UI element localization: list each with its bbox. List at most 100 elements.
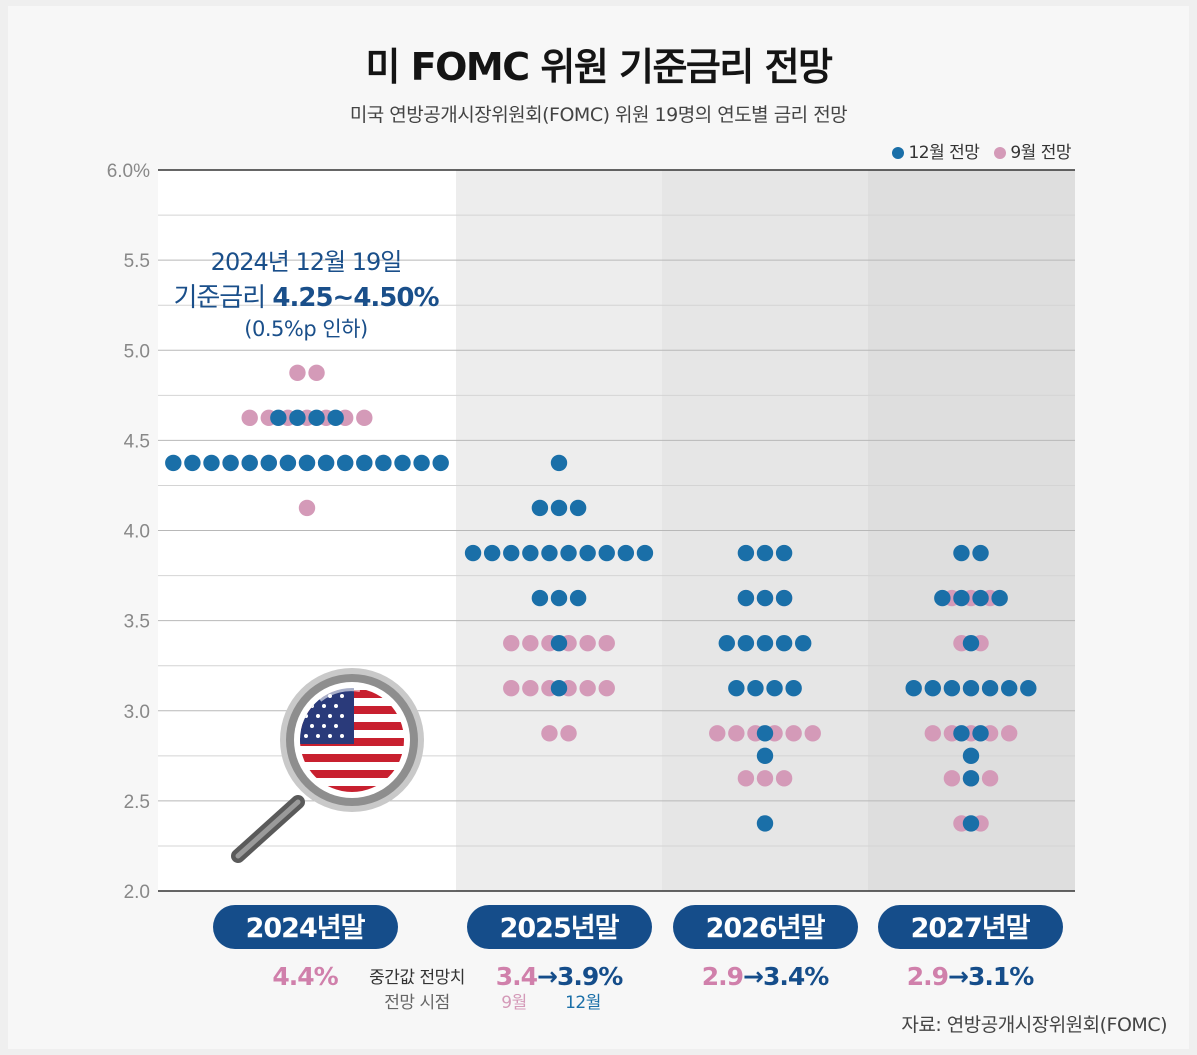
year-pill-2025: 2025년말 (467, 905, 652, 949)
dec-dot (241, 454, 258, 472)
dec-dot (737, 544, 755, 562)
year-label-2026: 2026년말 (706, 913, 826, 944)
dec-dot (972, 544, 989, 562)
legend-sep-label: 9월 전망 (1010, 143, 1071, 163)
dec-dot (728, 680, 745, 697)
dec-dot (756, 589, 774, 607)
dec-dot (785, 680, 802, 697)
median-2027-sep: 2.9 (907, 962, 948, 991)
dec-dot (550, 634, 568, 652)
y-tick-label: 2.5 (124, 792, 150, 813)
dec-dot (962, 815, 980, 832)
annotation-rate-value: 4.25~4.50% (272, 283, 439, 313)
timing-label: 전망 시점 (384, 993, 449, 1013)
sep-dot (541, 725, 558, 742)
dec-dot (550, 680, 568, 697)
dec-dot (289, 409, 306, 427)
median-2024: 4.4% (272, 962, 338, 991)
median-2025-arrow: → (537, 962, 557, 991)
chart-title: 미 FOMC 위원 기준금리 전망 (365, 45, 833, 89)
gridlines (158, 169, 1075, 892)
dec-dot (531, 589, 549, 607)
dec-dot (550, 499, 568, 517)
median-2026-dec: 3.4% (763, 962, 829, 991)
dec-dot (1020, 680, 1037, 697)
dec-dot (279, 454, 297, 472)
sep-dot (522, 680, 539, 697)
median-2027-arrow: → (948, 962, 968, 991)
dec-dot (617, 544, 635, 562)
dec-dot (550, 589, 568, 607)
legend: 12월 전망 9월 전망 (882, 138, 1071, 163)
year-label-2025: 2025년말 (500, 913, 620, 944)
year-label-2024: 2024년말 (246, 913, 366, 944)
annotation-date: 2024년 12월 19일 (211, 248, 402, 276)
annotation-cut: (0.5%p 인하) (244, 317, 367, 341)
sep-dot (503, 634, 520, 652)
sep-dot (503, 680, 520, 697)
annotation-rate-prefix: 기준금리 (173, 283, 272, 313)
sep-dot (241, 409, 258, 427)
dec-dot (184, 454, 201, 472)
sep-dot (924, 725, 941, 742)
dec-dot (550, 454, 568, 472)
sep-dot (981, 770, 999, 787)
dec-dot (394, 454, 411, 472)
dec-dot (953, 589, 970, 607)
dec-dot (464, 544, 482, 562)
dec-dot (972, 725, 989, 742)
median-2026-arrow: → (743, 962, 763, 991)
legend-item-dec: 12월 전망 (892, 143, 980, 163)
annotation-rate: 기준금리 4.25~4.50% (173, 283, 439, 313)
dec-dot (260, 454, 277, 472)
dec-dot (756, 725, 774, 742)
dec-dot (413, 454, 430, 472)
sep-dot (804, 725, 821, 742)
dec-dot (503, 544, 520, 562)
dec-dot (203, 454, 220, 472)
dec-dot (953, 544, 970, 562)
dec-dot (569, 589, 587, 607)
y-tick-label: 2.0 (124, 882, 150, 903)
year-label-2027: 2027년말 (911, 913, 1031, 944)
magnifier-flag-icon (231, 668, 424, 863)
chart-subtitle: 미국 연방공개시장위원회(FOMC) 위원 19명의 연도별 금리 전망 (349, 104, 848, 126)
sep-dot (598, 634, 615, 652)
dec-dot (569, 499, 587, 517)
sep-month-label: 9월 (501, 993, 526, 1013)
sep-dot (1001, 725, 1018, 742)
dec-dot (737, 589, 755, 607)
dec-dot (270, 409, 287, 427)
dec-dot (953, 725, 970, 742)
legend-item-sep: 9월 전망 (994, 143, 1071, 163)
dec-dot (737, 634, 755, 652)
dec-dot (924, 680, 941, 697)
sep-dot (356, 409, 373, 427)
dec-dot (636, 544, 654, 562)
dec-dot (560, 544, 577, 562)
median-2027-dec: 3.1% (968, 962, 1034, 991)
sep-dot (785, 725, 802, 742)
dec-dot (962, 634, 980, 652)
dec-dot (337, 454, 354, 472)
dec-dot (222, 454, 239, 472)
dec-dot (308, 409, 325, 427)
sep-dot (579, 634, 596, 652)
dec-dot (598, 544, 615, 562)
year-pill-2026: 2026년말 (673, 905, 858, 949)
sep-dot (775, 770, 793, 787)
dec-dot (905, 680, 922, 697)
dec-dot (327, 409, 344, 427)
dec-dot (432, 454, 449, 472)
legend-sep-swatch (994, 147, 1007, 159)
dec-dot (375, 454, 392, 472)
dec-dot (991, 589, 1008, 607)
median-2025-dec: 3.9% (557, 962, 623, 991)
dec-dot (934, 589, 951, 607)
dec-dot (766, 680, 783, 697)
dec-dot (756, 747, 774, 765)
dec-projection-dots (165, 409, 1037, 832)
dec-dot (775, 544, 793, 562)
median-2027: 2.9→3.1% (907, 962, 1035, 991)
dec-dot (775, 634, 793, 652)
